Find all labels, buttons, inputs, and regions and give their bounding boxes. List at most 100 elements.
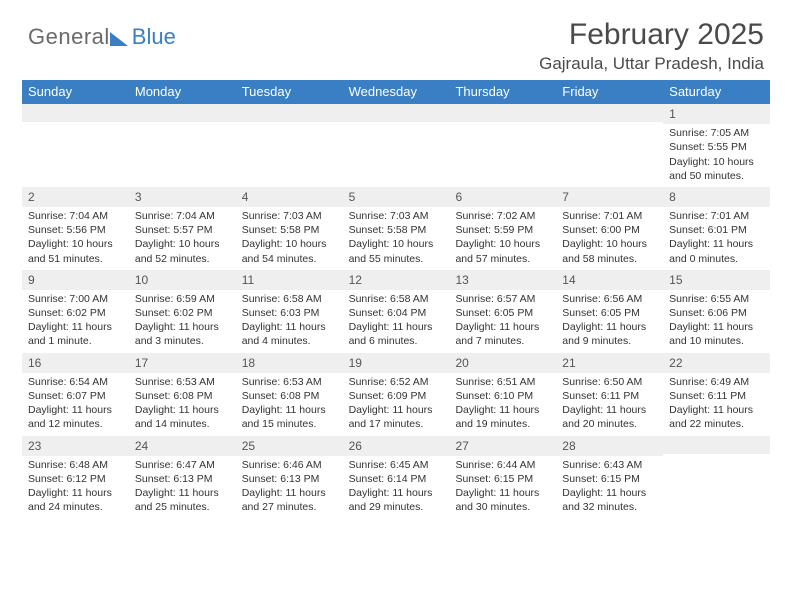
sunrise: Sunrise: 6:59 AM [135, 292, 230, 306]
day-body: Sunrise: 7:00 AMSunset: 6:02 PMDaylight:… [22, 290, 129, 353]
day-number: 17 [129, 353, 236, 373]
day-number: 2 [22, 187, 129, 207]
day-cell: 26Sunrise: 6:45 AMSunset: 6:14 PMDayligh… [343, 436, 450, 519]
daylight: Daylight: 11 hours and 24 minutes. [28, 486, 123, 514]
sunset: Sunset: 6:05 PM [455, 306, 550, 320]
daylight: Daylight: 11 hours and 12 minutes. [28, 403, 123, 431]
day-cell [129, 104, 236, 187]
sunrise: Sunrise: 6:52 AM [349, 375, 444, 389]
day-cell: 11Sunrise: 6:58 AMSunset: 6:03 PMDayligh… [236, 270, 343, 353]
day-number: 16 [22, 353, 129, 373]
day-body: Sunrise: 6:59 AMSunset: 6:02 PMDaylight:… [129, 290, 236, 353]
sunrise: Sunrise: 6:56 AM [562, 292, 657, 306]
day-body: Sunrise: 6:54 AMSunset: 6:07 PMDaylight:… [22, 373, 129, 436]
day-number: 7 [556, 187, 663, 207]
day-body: Sunrise: 6:47 AMSunset: 6:13 PMDaylight:… [129, 456, 236, 519]
daylight: Daylight: 11 hours and 27 minutes. [242, 486, 337, 514]
sunrise: Sunrise: 7:03 AM [349, 209, 444, 223]
daylight: Daylight: 11 hours and 25 minutes. [135, 486, 230, 514]
day-number: 13 [449, 270, 556, 290]
day-cell: 13Sunrise: 6:57 AMSunset: 6:05 PMDayligh… [449, 270, 556, 353]
day-cell [556, 104, 663, 187]
day-cell: 7Sunrise: 7:01 AMSunset: 6:00 PMDaylight… [556, 187, 663, 270]
calendar: SundayMondayTuesdayWednesdayThursdayFrid… [22, 80, 770, 518]
day-cell: 15Sunrise: 6:55 AMSunset: 6:06 PMDayligh… [663, 270, 770, 353]
day-number: 14 [556, 270, 663, 290]
daylight: Daylight: 11 hours and 7 minutes. [455, 320, 550, 348]
day-cell: 20Sunrise: 6:51 AMSunset: 6:10 PMDayligh… [449, 353, 556, 436]
weeks-container: 1Sunrise: 7:05 AMSunset: 5:55 PMDaylight… [22, 104, 770, 518]
daylight: Daylight: 11 hours and 17 minutes. [349, 403, 444, 431]
day-body: Sunrise: 7:03 AMSunset: 5:58 PMDaylight:… [343, 207, 450, 270]
day-cell: 12Sunrise: 6:58 AMSunset: 6:04 PMDayligh… [343, 270, 450, 353]
day-number [449, 104, 556, 122]
day-body [129, 122, 236, 128]
sunset: Sunset: 6:02 PM [28, 306, 123, 320]
day-number [556, 104, 663, 122]
sunrise: Sunrise: 6:55 AM [669, 292, 764, 306]
daylight: Daylight: 10 hours and 51 minutes. [28, 237, 123, 265]
logo-text-general: General [28, 24, 110, 50]
day-number: 24 [129, 436, 236, 456]
daylight: Daylight: 10 hours and 54 minutes. [242, 237, 337, 265]
daylight: Daylight: 10 hours and 58 minutes. [562, 237, 657, 265]
day-header: Tuesday [236, 80, 343, 104]
day-cell: 21Sunrise: 6:50 AMSunset: 6:11 PMDayligh… [556, 353, 663, 436]
day-cell: 24Sunrise: 6:47 AMSunset: 6:13 PMDayligh… [129, 436, 236, 519]
day-body [663, 454, 770, 460]
sunrise: Sunrise: 6:58 AM [349, 292, 444, 306]
day-cell [343, 104, 450, 187]
day-number: 21 [556, 353, 663, 373]
daylight: Daylight: 11 hours and 6 minutes. [349, 320, 444, 348]
logo-triangle-icon [110, 32, 128, 46]
title-block: February 2025 Gajraula, Uttar Pradesh, I… [539, 18, 764, 74]
day-number: 12 [343, 270, 450, 290]
day-number [343, 104, 450, 122]
day-body: Sunrise: 6:58 AMSunset: 6:03 PMDaylight:… [236, 290, 343, 353]
day-body: Sunrise: 6:55 AMSunset: 6:06 PMDaylight:… [663, 290, 770, 353]
day-number: 1 [663, 104, 770, 124]
day-cell: 17Sunrise: 6:53 AMSunset: 6:08 PMDayligh… [129, 353, 236, 436]
sunset: Sunset: 5:57 PM [135, 223, 230, 237]
month-title: February 2025 [539, 18, 764, 52]
sunset: Sunset: 6:00 PM [562, 223, 657, 237]
sunset: Sunset: 5:59 PM [455, 223, 550, 237]
day-number: 22 [663, 353, 770, 373]
sunset: Sunset: 6:10 PM [455, 389, 550, 403]
day-cell: 9Sunrise: 7:00 AMSunset: 6:02 PMDaylight… [22, 270, 129, 353]
day-number: 26 [343, 436, 450, 456]
day-body: Sunrise: 6:46 AMSunset: 6:13 PMDaylight:… [236, 456, 343, 519]
day-number: 6 [449, 187, 556, 207]
day-body [343, 122, 450, 128]
day-body: Sunrise: 7:04 AMSunset: 5:56 PMDaylight:… [22, 207, 129, 270]
sunrise: Sunrise: 6:44 AM [455, 458, 550, 472]
week-row: 1Sunrise: 7:05 AMSunset: 5:55 PMDaylight… [22, 104, 770, 187]
day-cell [22, 104, 129, 187]
day-number: 19 [343, 353, 450, 373]
day-body: Sunrise: 7:02 AMSunset: 5:59 PMDaylight:… [449, 207, 556, 270]
sunset: Sunset: 5:58 PM [242, 223, 337, 237]
daylight: Daylight: 11 hours and 14 minutes. [135, 403, 230, 431]
day-body: Sunrise: 6:52 AMSunset: 6:09 PMDaylight:… [343, 373, 450, 436]
day-cell: 25Sunrise: 6:46 AMSunset: 6:13 PMDayligh… [236, 436, 343, 519]
day-cell: 14Sunrise: 6:56 AMSunset: 6:05 PMDayligh… [556, 270, 663, 353]
day-body: Sunrise: 6:53 AMSunset: 6:08 PMDaylight:… [129, 373, 236, 436]
day-body [22, 122, 129, 128]
daylight: Daylight: 11 hours and 9 minutes. [562, 320, 657, 348]
day-body: Sunrise: 6:50 AMSunset: 6:11 PMDaylight:… [556, 373, 663, 436]
daylight: Daylight: 11 hours and 30 minutes. [455, 486, 550, 514]
day-body [556, 122, 663, 128]
day-cell: 28Sunrise: 6:43 AMSunset: 6:15 PMDayligh… [556, 436, 663, 519]
day-header: Monday [129, 80, 236, 104]
daylight: Daylight: 11 hours and 10 minutes. [669, 320, 764, 348]
sunrise: Sunrise: 6:58 AM [242, 292, 337, 306]
day-body: Sunrise: 6:53 AMSunset: 6:08 PMDaylight:… [236, 373, 343, 436]
sunrise: Sunrise: 6:53 AM [242, 375, 337, 389]
sunrise: Sunrise: 7:01 AM [669, 209, 764, 223]
day-number: 28 [556, 436, 663, 456]
sunset: Sunset: 5:56 PM [28, 223, 123, 237]
week-row: 23Sunrise: 6:48 AMSunset: 6:12 PMDayligh… [22, 436, 770, 519]
sunrise: Sunrise: 6:49 AM [669, 375, 764, 389]
day-number: 20 [449, 353, 556, 373]
sunset: Sunset: 6:11 PM [562, 389, 657, 403]
